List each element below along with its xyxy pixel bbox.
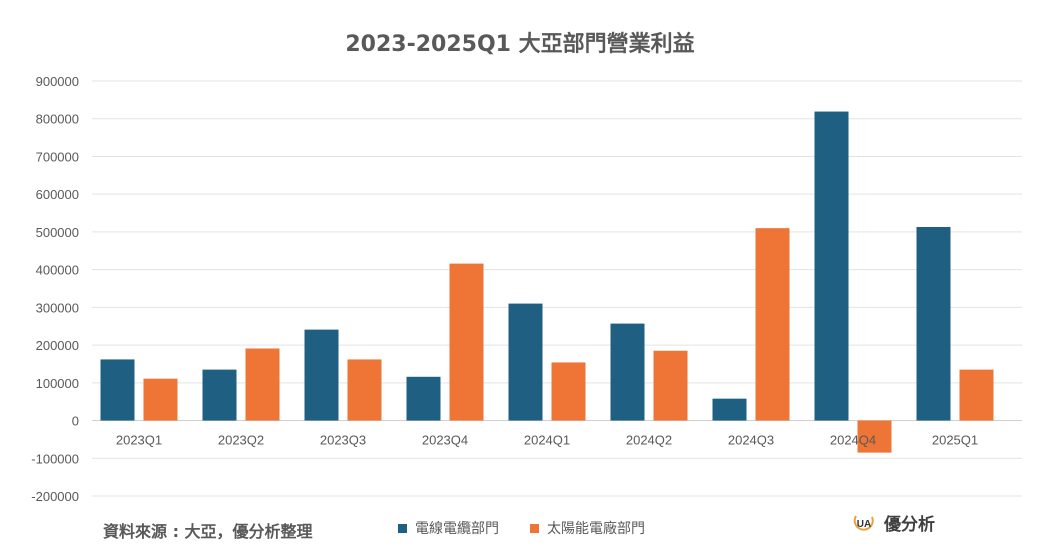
x-category-label: 2024Q1 xyxy=(524,433,570,448)
bar-cable-2024Q1 xyxy=(508,303,543,421)
chart-title: 2023-2025Q1 大亞部門營業利益 xyxy=(345,32,695,57)
y-tick-label: 700000 xyxy=(36,149,79,164)
bar-solar-2025Q1 xyxy=(959,369,994,421)
brand: UA 優分析 xyxy=(852,510,935,535)
x-category-label: 2023Q2 xyxy=(218,433,264,448)
bar-cable-2024Q4 xyxy=(814,111,849,421)
bar-solar-2024Q4 xyxy=(857,420,892,453)
ua-logo-icon: UA xyxy=(853,514,874,531)
y-tick-label: 0 xyxy=(72,414,79,429)
y-tick-label: -200000 xyxy=(31,489,79,504)
x-axis-categories: 2023Q1 2023Q2 2023Q3 2023Q4 2024Q1 2024Q2 2024… xyxy=(116,433,978,448)
bar-solar-2024Q3 xyxy=(755,228,790,421)
y-tick-label: 200000 xyxy=(36,338,79,353)
legend-swatch-solar xyxy=(530,523,539,533)
bar-cable-2023Q2 xyxy=(202,369,237,421)
y-tick-label: 500000 xyxy=(36,225,79,240)
bar-cable-2024Q3 xyxy=(712,398,747,421)
legend-item-cable: 電線電纜部門 xyxy=(398,518,499,538)
bar-solar-2023Q3 xyxy=(347,359,382,421)
y-tick-label: 800000 xyxy=(36,112,79,127)
y-tick-label: 300000 xyxy=(36,300,79,315)
bar-solar-2023Q1 xyxy=(143,378,178,421)
brand-logo-text: UA xyxy=(857,519,871,530)
x-category-label: 2024Q4 xyxy=(830,433,876,448)
x-category-label: 2023Q1 xyxy=(116,433,162,448)
bar-cable-2024Q2 xyxy=(610,323,645,421)
y-tick-label: 600000 xyxy=(36,187,79,202)
bar-cable-2023Q3 xyxy=(304,329,339,421)
bar-cable-2023Q1 xyxy=(100,359,135,421)
brand-name: 優分析 xyxy=(884,515,935,535)
x-category-label: 2024Q2 xyxy=(626,433,672,448)
source-note: 資料來源 : 大亞，優分析整理 xyxy=(103,522,313,541)
x-category-label: 2024Q3 xyxy=(728,433,774,448)
y-tick-label: 400000 xyxy=(36,263,79,278)
legend-label-cable: 電線電纜部門 xyxy=(415,521,499,537)
y-tick-label: 900000 xyxy=(36,74,79,89)
y-tick-label: 100000 xyxy=(36,376,79,391)
y-axis-ticks: 900000 800000 700000 600000 500000 400000 3000… xyxy=(31,74,79,504)
legend-swatch-cable xyxy=(398,523,407,533)
x-category-label: 2023Q3 xyxy=(320,433,366,448)
legend-label-solar: 太陽能電廠部門 xyxy=(547,521,645,537)
y-tick-label: -100000 xyxy=(31,451,79,466)
bar-cable-2025Q1 xyxy=(916,227,951,421)
x-category-label: 2023Q4 xyxy=(422,433,468,448)
bar-cable-2023Q4 xyxy=(406,376,441,421)
bar-solar-2024Q2 xyxy=(653,350,688,421)
legend-item-solar: 太陽能電廠部門 xyxy=(530,518,645,538)
bar-solar-2023Q4 xyxy=(449,263,484,421)
bar-solar-2024Q1 xyxy=(551,362,586,421)
x-category-label: 2025Q1 xyxy=(932,433,978,448)
bars xyxy=(100,111,994,453)
bar-solar-2023Q2 xyxy=(245,348,280,421)
